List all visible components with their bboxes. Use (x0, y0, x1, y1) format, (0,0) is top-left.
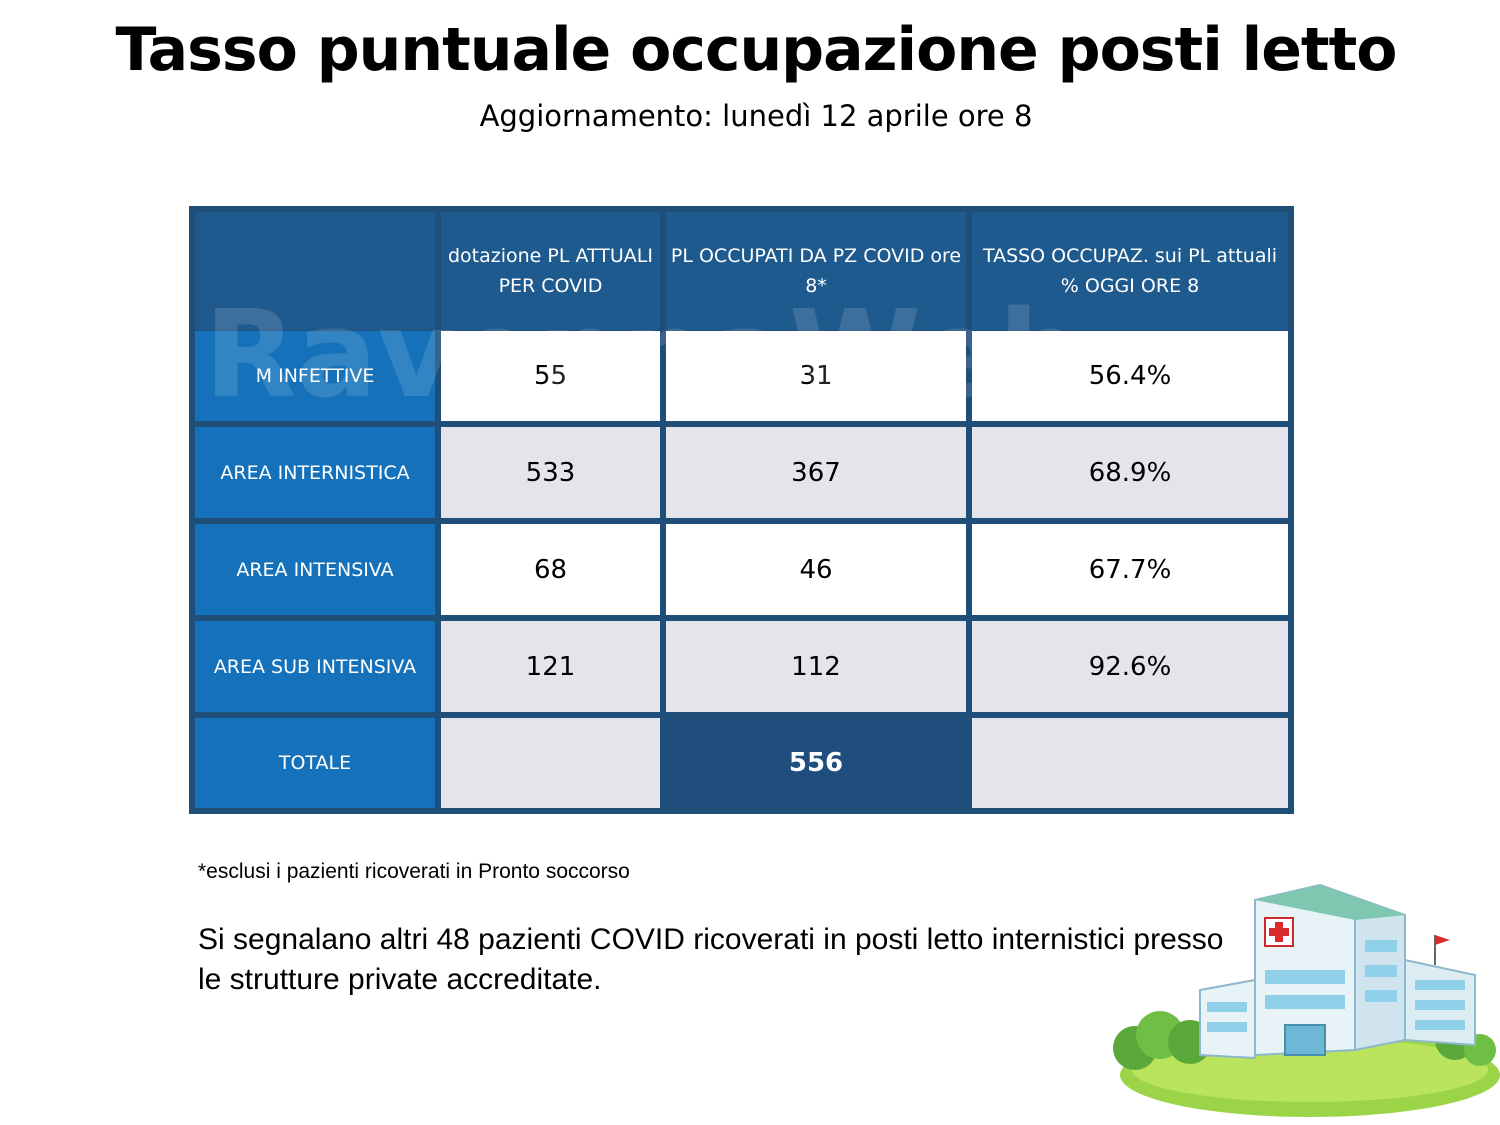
cell-occupied-infettive: 31 (666, 331, 966, 421)
page-subtitle: Aggiornamento: lunedì 12 aprile ore 8 (479, 99, 1033, 133)
cell-occupied-totale: 556 (666, 718, 966, 808)
cell-occupied-intensiva: 46 (666, 524, 966, 615)
cell-rate-infettive: 56.4% (972, 331, 1288, 421)
cell-occupied-sub-intensiva: 112 (666, 621, 966, 712)
row-label-infettive: M INFETTIVE (195, 331, 435, 421)
row-label-internistica: AREA INTERNISTICA (195, 427, 435, 518)
cell-rate-intensiva: 67.7% (972, 524, 1288, 615)
cell-rate-sub-intensiva: 92.6% (972, 621, 1288, 712)
page-title: Tasso puntuale occupazione posti letto (115, 15, 1397, 85)
header-occupied: PL OCCUPATI DA PZ COVID ore 8* (666, 212, 966, 330)
footnote: *esclusi i pazienti ricoverati in Pronto… (198, 860, 630, 883)
row-label-totale: TOTALE (195, 718, 435, 808)
cell-capacity-internistica: 533 (441, 427, 660, 518)
cell-capacity-totale (441, 718, 660, 808)
header-empty-cell (195, 212, 435, 330)
hospital-icon (1113, 883, 1500, 1117)
cell-rate-totale (972, 718, 1288, 808)
cell-rate-internistica: 68.9% (972, 427, 1288, 518)
header-capacity: dotazione PL ATTUALI PER COVID (441, 212, 660, 330)
cell-capacity-intensiva: 68 (441, 524, 660, 615)
row-label-sub-intensiva: AREA SUB INTENSIVA (195, 621, 435, 712)
occupancy-table: dotazione PL ATTUALI PER COVID PL OCCUPA… (189, 206, 1294, 814)
row-label-intensiva: AREA INTENSIVA (195, 524, 435, 615)
header-rate: TASSO OCCUPAZ. sui PL attuali % OGGI ORE… (972, 212, 1288, 330)
note-paragraph: Si segnalano altri 48 pazienti COVID ric… (198, 923, 1224, 996)
cell-occupied-internistica: 367 (666, 427, 966, 518)
cell-capacity-infettive: 55 (441, 331, 660, 421)
cell-capacity-sub-intensiva: 121 (441, 621, 660, 712)
